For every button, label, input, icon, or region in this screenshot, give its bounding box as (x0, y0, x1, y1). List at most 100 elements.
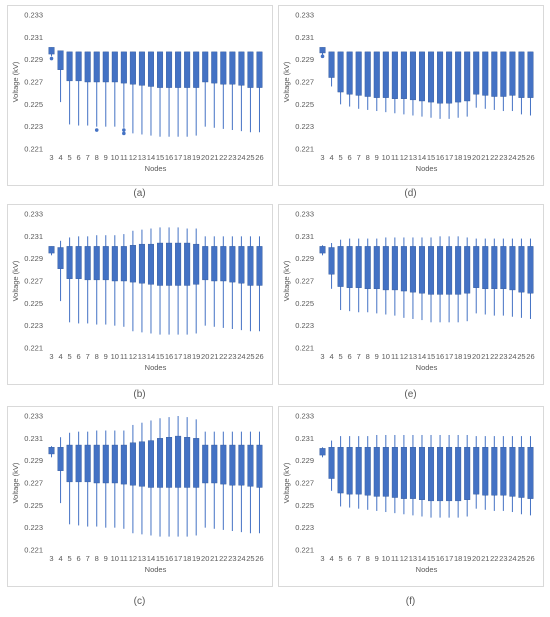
y-tick-label: 0.231 (295, 232, 314, 241)
box-body (319, 448, 326, 456)
y-tick-label: 0.221 (24, 344, 43, 353)
y-tick-label: 0.233 (295, 11, 314, 20)
box-body (446, 447, 453, 502)
box-body (211, 51, 218, 84)
box-23 (229, 236, 236, 330)
box-14 (147, 51, 154, 136)
box-body (220, 444, 227, 485)
box-body (220, 51, 227, 85)
box-3 (319, 47, 326, 56)
box-body (382, 51, 389, 98)
box-body (355, 447, 362, 495)
box-body (491, 246, 498, 290)
box-20 (202, 431, 209, 528)
y-tick-label: 0.231 (295, 33, 314, 42)
x-tick-label: 6 (348, 554, 352, 563)
box-16 (166, 227, 173, 335)
box-body (346, 447, 353, 495)
box-11 (391, 434, 398, 514)
panel-frame (7, 204, 273, 385)
x-tick-label: 10 (382, 352, 390, 361)
box-body (93, 246, 100, 281)
y-tick-label: 0.231 (24, 232, 43, 241)
x-tick-label: 26 (255, 554, 263, 563)
x-tick-label: 4 (329, 153, 333, 162)
box-4 (57, 50, 64, 103)
chart-panel: 0.221 0.223 0.225 0.227 0.229 0.231 0.233 Volta… (278, 5, 544, 199)
y-tick-label: 0.223 (295, 523, 314, 532)
y-tick-label: 0.229 (24, 55, 43, 64)
x-tick-label: 23 (228, 352, 236, 361)
x-tick-label: 14 (147, 153, 155, 162)
x-tick-label: 20 (472, 352, 480, 361)
x-tick-label: 20 (201, 554, 209, 563)
box-18 (455, 236, 462, 323)
box-22 (491, 436, 498, 511)
x-tick-label: 25 (246, 352, 254, 361)
box-body (256, 246, 263, 286)
box-body (111, 51, 118, 83)
box-body (337, 447, 344, 494)
x-tick-label: 21 (210, 554, 218, 563)
x-tick-label: 3 (320, 554, 324, 563)
box-body (482, 51, 489, 96)
box-body (437, 447, 444, 502)
x-tick-label: 22 (219, 153, 227, 162)
y-tick-label: 0.225 (295, 501, 314, 510)
box-body (527, 51, 534, 98)
x-tick-label: 13 (409, 554, 417, 563)
box-body (328, 447, 335, 479)
box-body (391, 447, 398, 498)
box-8 (364, 436, 371, 510)
box-19 (464, 237, 471, 322)
box-body (364, 51, 371, 97)
box-16 (166, 51, 173, 137)
box-18 (184, 417, 191, 537)
box-body (247, 246, 254, 286)
y-tick-label: 0.231 (24, 434, 43, 443)
box-body (147, 51, 154, 87)
y-tick-label: 0.223 (24, 122, 43, 131)
box-body (428, 447, 435, 502)
x-tick-label: 11 (120, 352, 128, 361)
y-tick-label: 0.229 (295, 254, 314, 263)
box-body (102, 246, 109, 281)
box-body (373, 51, 380, 98)
box-10 (382, 237, 389, 315)
x-tick-label: 9 (375, 554, 379, 563)
box-9 (102, 51, 109, 127)
box-body (373, 447, 380, 497)
box-9 (102, 430, 109, 528)
y-tick-label: 0.227 (24, 479, 43, 488)
box-body (120, 246, 127, 282)
x-axis-label: Nodes (416, 164, 438, 173)
box-11 (120, 51, 127, 128)
box-8 (364, 238, 371, 313)
box-body (328, 51, 335, 78)
x-tick-label: 8 (366, 554, 370, 563)
box-12 (400, 237, 407, 318)
box-23 (500, 238, 507, 316)
y-tick-label: 0.233 (24, 11, 43, 20)
x-tick-label: 7 (86, 153, 90, 162)
x-tick-label: 8 (95, 153, 99, 162)
box-body (202, 246, 209, 281)
x-axis-label: Nodes (145, 164, 167, 173)
box-body (337, 51, 344, 93)
box-body (509, 246, 516, 291)
x-tick-label: 11 (120, 554, 128, 563)
box-22 (220, 431, 227, 530)
box-body (138, 51, 145, 86)
box-12 (129, 51, 136, 134)
box-10 (382, 434, 389, 513)
x-tick-label: 10 (111, 554, 119, 563)
y-tick-label: 0.233 (295, 210, 314, 219)
x-tick-label: 11 (391, 153, 399, 162)
box-body (491, 51, 498, 97)
x-tick-label: 9 (375, 153, 379, 162)
box-body (364, 246, 371, 290)
panel-caption: (f) (406, 596, 415, 607)
x-tick-label: 11 (391, 554, 399, 563)
y-tick-label: 0.227 (24, 78, 43, 87)
